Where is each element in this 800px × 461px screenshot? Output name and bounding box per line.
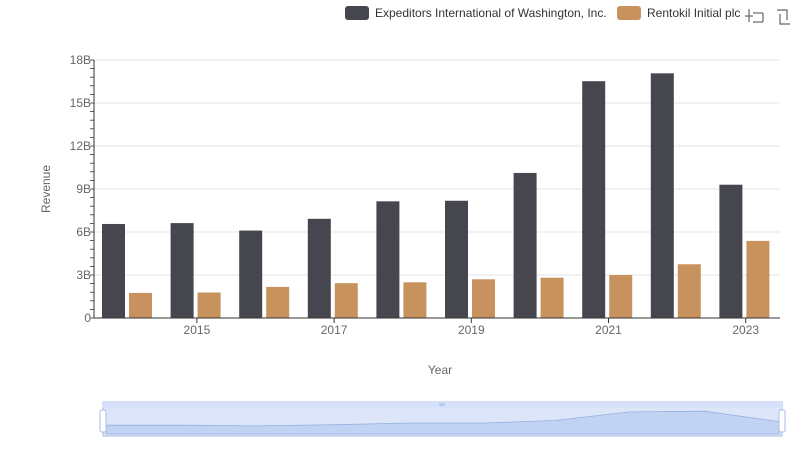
bar-expeditors-2023[interactable] [719, 184, 743, 318]
x-tick-label: 2019 [458, 323, 485, 337]
bar-rentokil-2015[interactable] [197, 292, 221, 318]
y-tick-label: 6B [76, 225, 91, 239]
legend-swatch-rentokil[interactable] [617, 6, 641, 20]
y-tick-label: 12B [70, 139, 91, 153]
bar-expeditors-2021[interactable] [582, 81, 606, 318]
data-zoom-slider[interactable] [99, 401, 786, 437]
zoom-icon[interactable] [745, 9, 764, 23]
bar-rentokil-2020[interactable] [540, 277, 564, 318]
bar-expeditors-2016[interactable] [239, 230, 263, 318]
x-tick-label: 2015 [184, 323, 211, 337]
bar-expeditors-2020[interactable] [513, 172, 537, 318]
y-axis-title: Revenue [39, 165, 53, 213]
bars [102, 73, 770, 318]
slider-handle-right[interactable] [778, 409, 786, 433]
x-axis-title: Year [428, 363, 452, 377]
bar-rentokil-2016[interactable] [266, 286, 290, 318]
legend[interactable]: Expeditors International of Washington, … [345, 6, 740, 20]
bar-expeditors-2022[interactable] [650, 73, 674, 318]
x-tick-label: 2017 [321, 323, 348, 337]
legend-swatch-expeditors[interactable] [345, 6, 369, 20]
bar-rentokil-2022[interactable] [677, 264, 701, 318]
slider-handle-left[interactable] [99, 409, 107, 433]
y-tick-label: 15B [70, 96, 91, 110]
slider-top-bar[interactable] [103, 402, 782, 408]
bar-expeditors-2015[interactable] [170, 223, 194, 318]
bar-expeditors-2019[interactable] [445, 200, 468, 318]
bar-rentokil-2017[interactable] [334, 283, 358, 318]
y-tick-label: 18B [70, 53, 91, 67]
bar-rentokil-2019[interactable] [472, 279, 495, 318]
slider-grip-icon[interactable] [439, 403, 445, 406]
bar-expeditors-2018[interactable] [376, 201, 400, 318]
x-tick-label: 2021 [595, 323, 622, 337]
x-axis: 2015 2017 2019 2021 2023 [94, 317, 780, 337]
bar-expeditors-2017[interactable] [307, 218, 331, 318]
legend-label-rentokil[interactable]: Rentokil Initial plc [647, 6, 740, 20]
restore-icon[interactable] [777, 9, 790, 25]
y-tick-label: 0 [84, 311, 91, 325]
x-tick-label: 2023 [732, 323, 759, 337]
bar-expeditors-2014[interactable] [102, 223, 125, 318]
bar-rentokil-2014[interactable] [129, 292, 152, 318]
legend-label-expeditors[interactable]: Expeditors International of Washington, … [375, 6, 607, 20]
bar-rentokil-2021[interactable] [609, 275, 633, 318]
bar-rentokil-2018[interactable] [403, 282, 427, 318]
bar-rentokil-2023[interactable] [746, 240, 770, 318]
gridlines [94, 59, 780, 276]
y-axis: 0 3B 6B 9B 12B 15B 18B [70, 53, 95, 325]
y-tick-label: 9B [76, 182, 91, 196]
y-tick-label: 3B [76, 268, 91, 282]
